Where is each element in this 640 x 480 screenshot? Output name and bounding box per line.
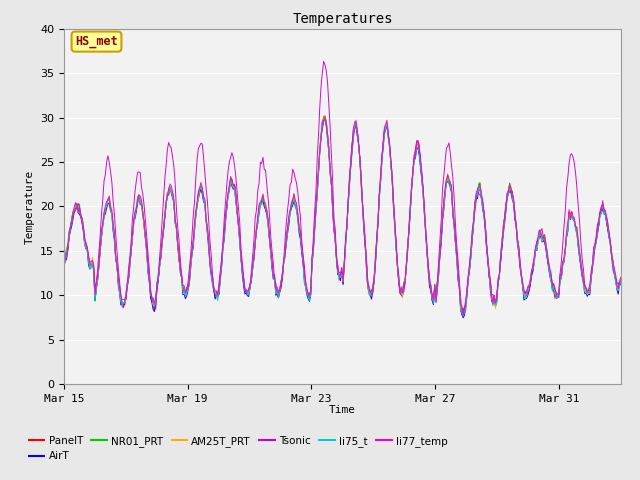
X-axis label: Time: Time	[329, 405, 356, 415]
Text: HS_met: HS_met	[75, 35, 118, 48]
Legend: PanelT, AirT, NR01_PRT, AM25T_PRT, Tsonic, li75_t, li77_temp: PanelT, AirT, NR01_PRT, AM25T_PRT, Tsoni…	[25, 432, 452, 466]
Y-axis label: Temperature: Temperature	[24, 169, 35, 243]
Title: Temperatures: Temperatures	[292, 12, 393, 26]
